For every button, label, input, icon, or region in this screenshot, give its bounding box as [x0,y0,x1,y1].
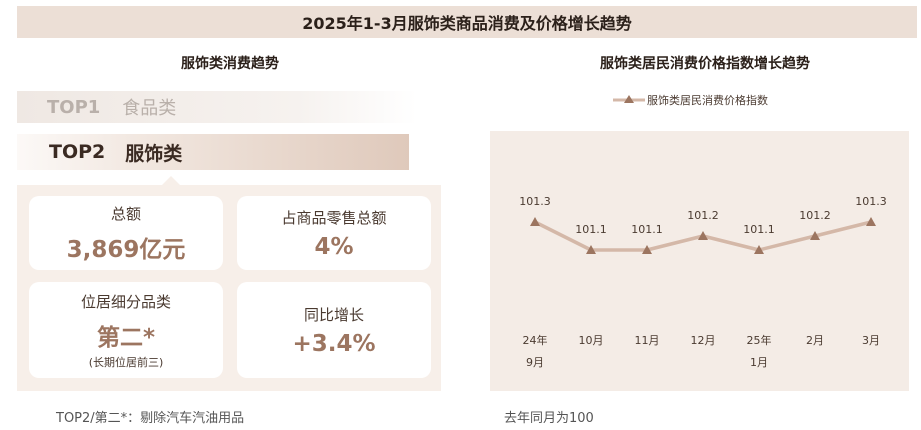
x-tick-label: 24年 [523,333,548,347]
data-point-marker [586,245,596,254]
data-label: 101.2 [799,209,831,222]
left-section-title: 服饰类消费趋势 [181,56,279,72]
x-tick-label: 1月 [750,356,768,369]
x-tick-label: 9月 [526,356,544,369]
page-title: 2025年1-3月服饰类商品消费及价格增长趋势 [17,6,917,38]
stat-value: +3.4% [292,330,376,357]
footnote-left: TOP2/第二*：剔除汽车汽油用品 [56,411,245,426]
panel-pointer [162,176,180,185]
data-point-marker [866,217,876,226]
stat-label: 同比增长 [303,305,364,324]
x-tick-label: 25年 [747,333,772,347]
rank-top2-tag: TOP2 [49,141,106,163]
right-section-title: 服饰类居民消费价格指数增长趋势 [600,56,810,72]
data-label: 101.3 [519,195,551,208]
stat-card-total: 总额 3,869亿元 [29,196,223,270]
data-label: 101.2 [687,209,719,222]
rank-top1-row: TOP1 食品类 [17,91,417,123]
rank-top2-name: 服饰类 [125,142,183,165]
x-tick-label: 12月 [691,334,716,347]
chart-background [490,131,909,391]
stat-sub-note: (长期位居前三) [88,355,164,369]
rank-top1-tag: TOP1 [47,96,101,118]
stat-value: 3,869亿元 [66,236,186,263]
x-tick-label: 3月 [862,334,880,347]
price-index-line-chart: 服饰类居民消费价格指数 101.3 101.1 101.1 101.2 101.1 101.… [519,93,887,369]
data-label: 101.1 [743,223,775,236]
stat-card-growth: 同比增长 +3.4% [237,282,431,378]
data-label: 101.1 [631,223,663,236]
stat-value: 第二* [96,324,156,351]
legend-triangle-icon [624,95,634,103]
data-point-marker [530,217,540,226]
stat-card-share: 占商品零售总额 4% [237,196,431,270]
data-point-marker [810,231,820,240]
x-tick-label: 2月 [806,334,824,347]
stat-card-rank: 位居细分品类 第二* (长期位居前三) [29,282,223,378]
data-point-marker [698,231,708,240]
stat-label: 位居细分品类 [80,292,171,311]
data-label: 101.1 [575,223,607,236]
stat-label: 总额 [110,204,141,223]
legend-label: 服饰类居民消费价格指数 [647,93,768,107]
stat-value: 4% [314,233,354,260]
stats-panel: 总额 3,869亿元 占商品零售总额 4% 位居细分品类 第二* (长期位居前三… [17,185,441,391]
data-label: 101.3 [855,195,887,208]
rank-top1-name: 食品类 [122,98,177,119]
x-tick-label: 10月 [579,334,604,347]
data-point-marker [754,245,764,254]
stat-label: 占商品零售总额 [281,208,387,227]
x-tick-label: 11月 [635,334,660,347]
footnote-right: 去年同月为100 [504,411,594,426]
data-point-marker [642,245,652,254]
rank-top2-row: TOP2 服饰类 [17,134,409,170]
